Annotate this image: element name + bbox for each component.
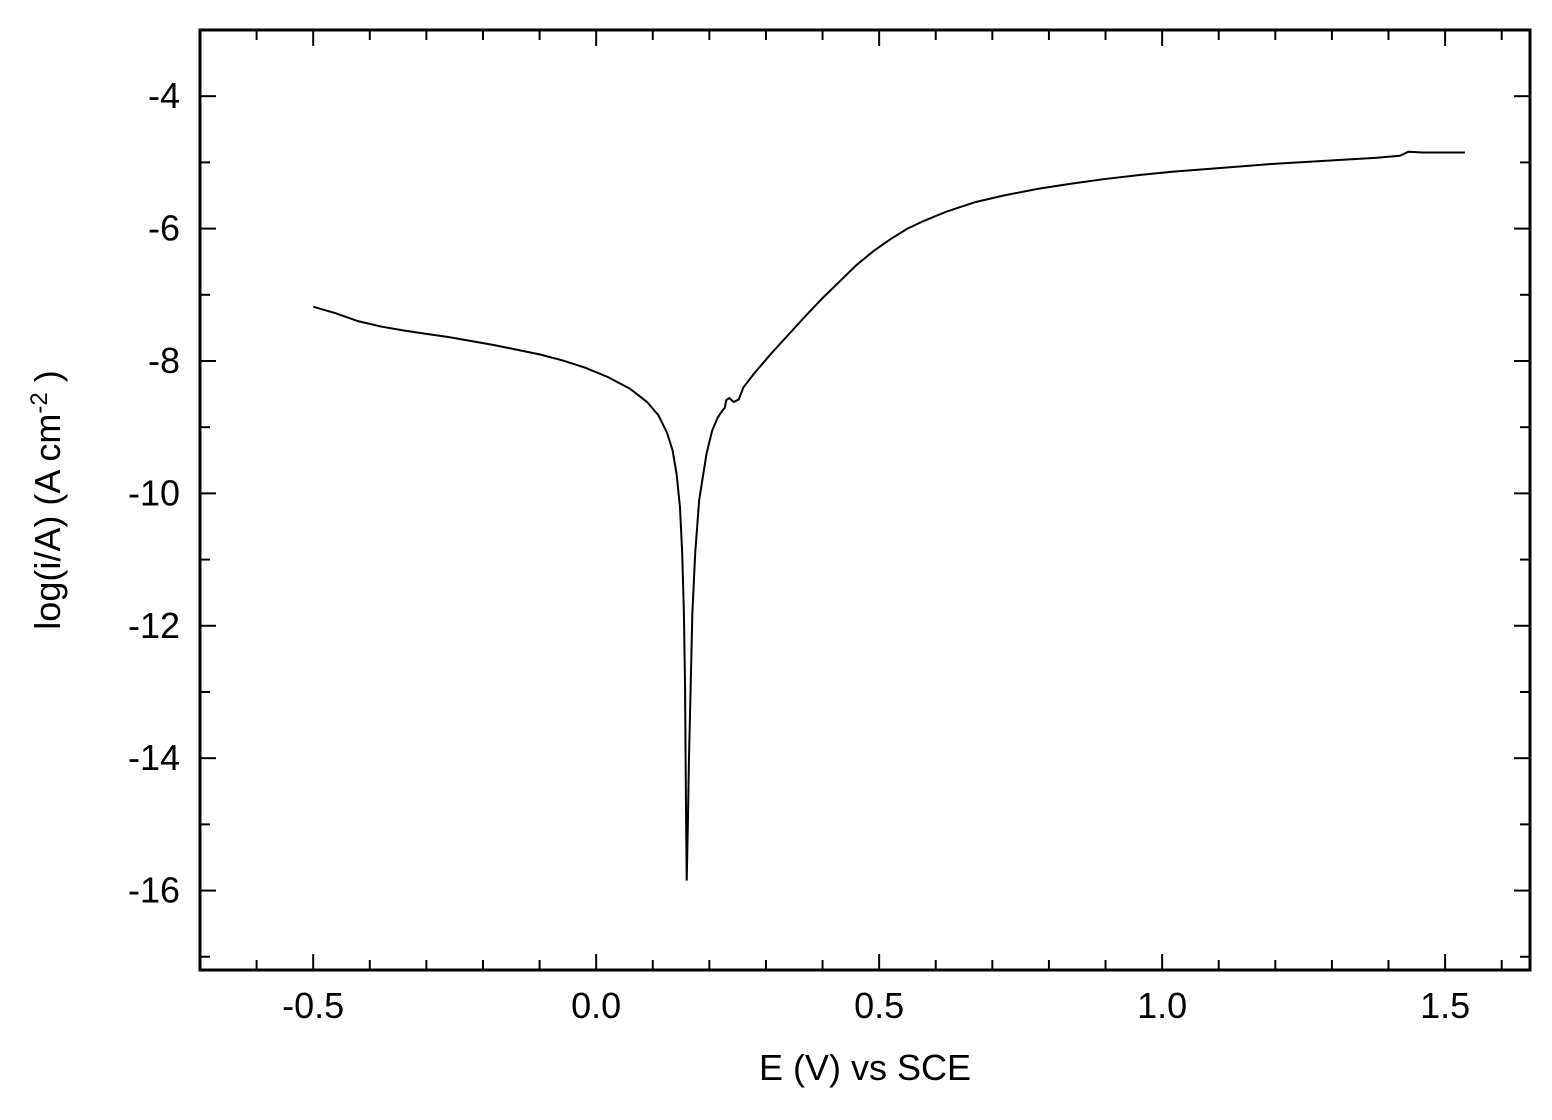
x-tick-label: 1.0 — [1137, 985, 1187, 1026]
x-tick-label: 1.5 — [1420, 985, 1470, 1026]
x-axis-label: E (V) vs SCE — [759, 1047, 971, 1088]
y-tick-label: -14 — [128, 737, 180, 778]
x-tick-label: 0.5 — [854, 985, 904, 1026]
x-tick-label: 0.0 — [571, 985, 621, 1026]
y-axis-label: log(i/A) (A cm-2 ) — [26, 370, 69, 629]
y-tick-label: -4 — [148, 75, 180, 116]
y-tick-label: -16 — [128, 870, 180, 911]
tafel-plot: -0.5 0.0 0.5 1.0 1.5 -16 -14 -12 -10 -8 -6 -4 E (V) … — [0, 0, 1552, 1120]
plot-border — [200, 30, 1530, 970]
y-tick-label: -8 — [148, 340, 180, 381]
y-tick-label: -6 — [148, 208, 180, 249]
x-tick-label: -0.5 — [282, 985, 344, 1026]
y-tick-label: -10 — [128, 472, 180, 513]
y-tick-label: -12 — [128, 605, 180, 646]
chart-container: -0.5 0.0 0.5 1.0 1.5 -16 -14 -12 -10 -8 -6 -4 E (V) … — [0, 0, 1552, 1120]
series-tafel-curve — [313, 152, 1465, 881]
